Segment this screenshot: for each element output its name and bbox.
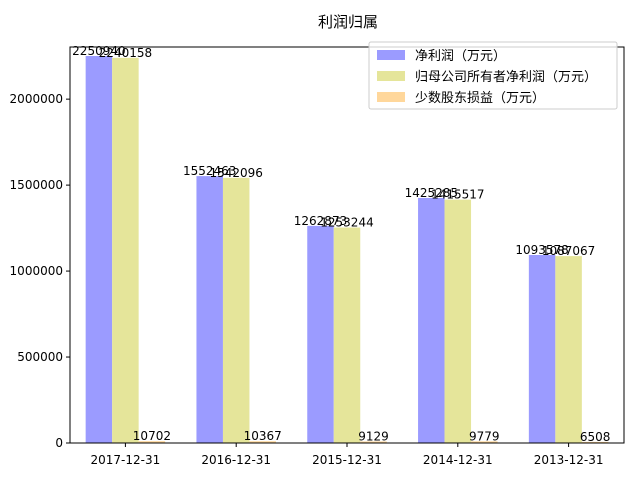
bar-series-2-2014-12-31 bbox=[444, 199, 472, 443]
data-label-series-1-2013-12-31: 1093578 bbox=[515, 243, 568, 257]
data-label-series-2-2016-12-31: 1542096 bbox=[209, 166, 262, 180]
y-tick-label: 0 bbox=[55, 436, 63, 450]
data-label-series-3-2014-12-31: 9779 bbox=[469, 429, 500, 443]
bar-series-2-2015-12-31 bbox=[333, 227, 361, 443]
bars bbox=[85, 56, 609, 444]
data-label-series-2-2017-12-31: 2240158 bbox=[99, 46, 152, 60]
chart-title: 利润归属 bbox=[318, 13, 378, 31]
x-tick-label: 2016-12-31 bbox=[201, 453, 271, 467]
data-label-series-3-2016-12-31: 10367 bbox=[244, 429, 282, 443]
bar-series-1-2015-12-31 bbox=[307, 225, 334, 443]
legend-swatch-1 bbox=[377, 50, 405, 60]
legend-box bbox=[368, 41, 618, 110]
bar-series-3-2016-12-31 bbox=[249, 441, 276, 443]
x-tick-label: 2017-12-31 bbox=[91, 453, 161, 467]
bar-series-3-2017-12-31 bbox=[138, 441, 166, 443]
legend-swatch-2 bbox=[377, 71, 405, 81]
bar-series-2-2013-12-31 bbox=[555, 256, 582, 443]
x-tick-label: 2013-12-31 bbox=[534, 453, 604, 467]
y-tick-label: 500000 bbox=[17, 350, 63, 364]
legend: 净利润（万元） 归母公司所有者净利润（万元） 少数股东损益（万元） bbox=[368, 41, 618, 110]
y-tick-label: 1500000 bbox=[10, 178, 63, 192]
bar-series-1-2016-12-31 bbox=[196, 176, 223, 443]
legend-label-1: 净利润（万元） bbox=[415, 49, 506, 64]
data-label-series-2-2015-12-31: 1253244 bbox=[320, 216, 373, 230]
bar-series-3-2014-12-31 bbox=[471, 441, 498, 443]
legend-label-3: 少数股东损益（万元） bbox=[415, 91, 545, 106]
bar-series-1-2013-12-31 bbox=[528, 254, 556, 443]
data-labels: 2250940224015810702155246315420961036712… bbox=[72, 44, 610, 444]
data-label-series-3-2017-12-31: 10702 bbox=[133, 429, 171, 443]
data-label-series-2-2014-12-31: 1415517 bbox=[431, 188, 484, 202]
y-tick-label: 2000000 bbox=[10, 92, 63, 106]
data-label-series-3-2015-12-31: 9129 bbox=[358, 429, 389, 443]
legend-swatch-3 bbox=[377, 92, 405, 102]
data-label-series-1-2016-12-31: 1552463 bbox=[183, 164, 236, 178]
data-label-series-1-2015-12-31: 1262873 bbox=[294, 214, 347, 228]
bar-series-2-2016-12-31 bbox=[222, 177, 250, 444]
bar-series-3-2015-12-31 bbox=[360, 441, 387, 443]
y-tick-label: 1000000 bbox=[10, 264, 63, 278]
bar-series-1-2017-12-31 bbox=[85, 56, 113, 443]
x-tick-label: 2014-12-31 bbox=[423, 453, 493, 467]
data-label-series-2-2013-12-31: 1087067 bbox=[542, 244, 595, 258]
bar-series-1-2014-12-31 bbox=[418, 197, 445, 443]
x-axis: 2017-12-31 2016-12-31 2015-12-31 2014-12-31… bbox=[91, 443, 604, 467]
legend-label-2: 归母公司所有者净利润（万元） bbox=[415, 70, 597, 85]
y-axis: 0 500000 1000000 1500000 2000000 bbox=[10, 92, 70, 450]
bar-series-2-2017-12-31 bbox=[112, 57, 139, 443]
data-label-series-1-2014-12-31: 1425285 bbox=[405, 186, 458, 200]
data-label-series-3-2013-12-31: 6508 bbox=[580, 430, 611, 444]
x-tick-label: 2015-12-31 bbox=[312, 453, 382, 467]
bar-series-3-2013-12-31 bbox=[581, 441, 609, 443]
